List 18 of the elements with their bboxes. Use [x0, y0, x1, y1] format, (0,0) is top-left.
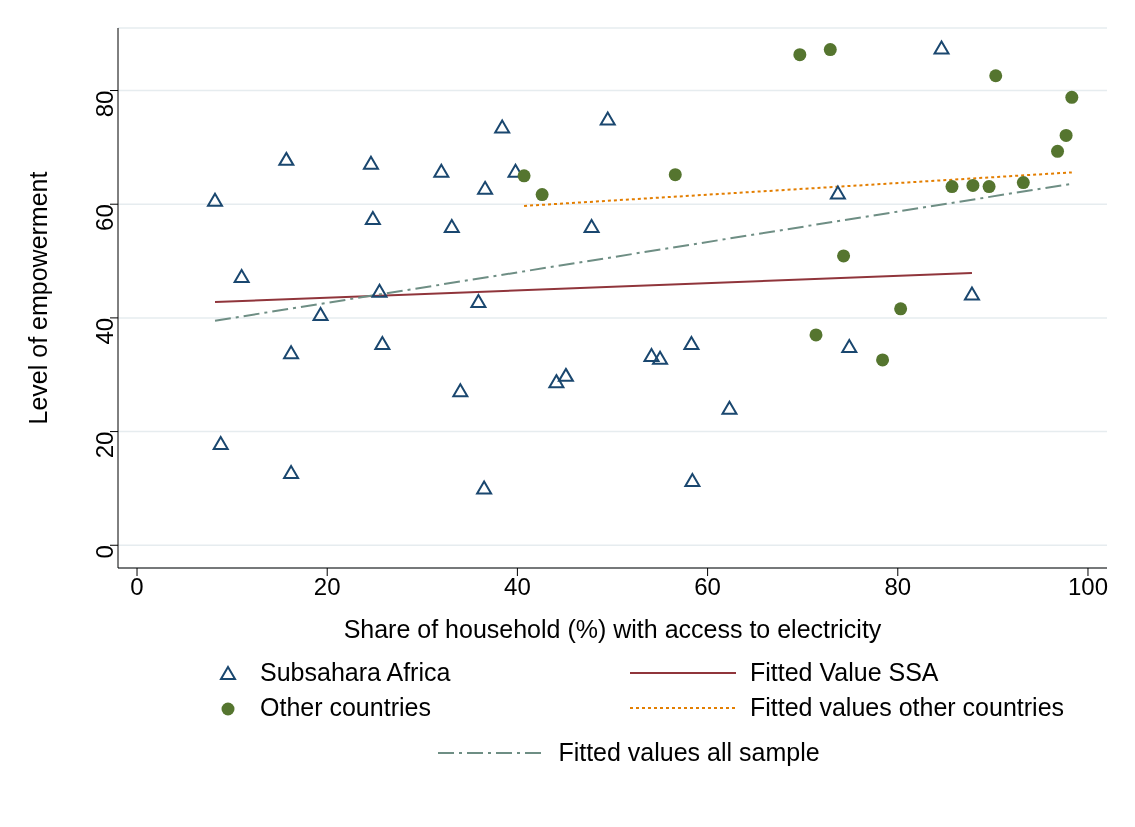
y-tick-label: 80 [90, 90, 118, 118]
x-tick-label: 40 [504, 573, 531, 601]
legend-label: Fitted values other countries [750, 693, 1065, 722]
x-tick-label: 80 [884, 573, 912, 601]
y-tick-label: 60 [90, 204, 118, 231]
legend-label: Other countries [260, 693, 431, 722]
x-axis-title: Share of household (%) with access to electricity [343, 615, 882, 643]
y-tick-label: 0 [90, 545, 118, 559]
x-tick-label: 100 [1067, 573, 1108, 601]
y-axis-title: Level of empowerment [23, 171, 52, 425]
legend-label: Fitted Value SSA [750, 658, 939, 687]
y-tick-label: 40 [90, 317, 118, 345]
legend-label: Fitted values all sample [558, 738, 820, 767]
x-tick-label: 0 [130, 573, 144, 601]
legend-label: Subsahara Africa [260, 658, 451, 687]
x-tick-label: 60 [694, 573, 721, 601]
x-tick-label: 20 [313, 573, 341, 601]
y-tick-label: 20 [90, 431, 118, 459]
